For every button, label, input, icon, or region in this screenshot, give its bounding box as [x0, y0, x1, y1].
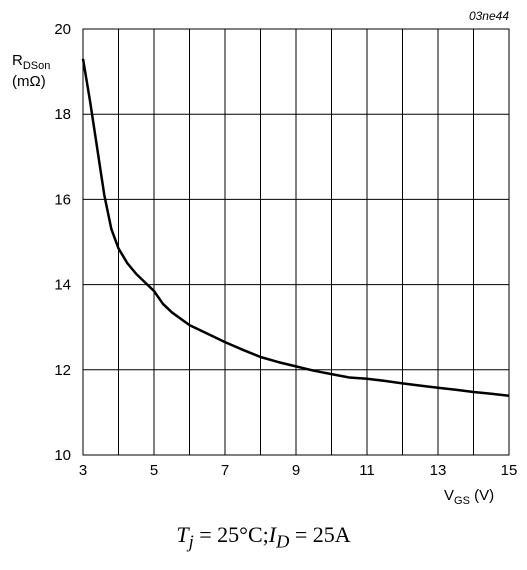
y-tick-label: 20 [54, 21, 71, 38]
tick-labels: 3 5 7 9 11 13 15 10 12 14 16 18 20 [54, 21, 517, 479]
x-tick-label: 15 [501, 462, 518, 479]
x-axis-label-main: V [444, 487, 454, 504]
y-axis-label: RDSon [12, 52, 50, 72]
y-axis-label-sub: DSon [23, 60, 51, 72]
tj-subscript: j [188, 531, 194, 552]
x-tick-label: 3 [79, 462, 87, 479]
tj-value: = 25°C; [193, 522, 269, 547]
x-tick-label: 11 [359, 462, 375, 479]
tj-variable: T [176, 522, 189, 547]
plot-frame [82, 28, 510, 456]
id-variable: I [268, 522, 277, 547]
y-tick-label: 14 [54, 277, 71, 294]
x-tick-label: 13 [430, 462, 447, 479]
y-tick-label: 10 [54, 447, 71, 464]
x-tick-label: 7 [221, 462, 229, 479]
id-subscript: D [276, 531, 290, 552]
x-tick-label: 9 [292, 462, 300, 479]
y-tick-label: 16 [54, 191, 71, 208]
test-conditions-caption: Tj = 25°C;ID = 25A [0, 522, 527, 552]
rdson-curve [81, 58, 510, 398]
y-axis-unit: (mΩ) [12, 73, 46, 90]
x-axis-label-unit: (V) [470, 487, 494, 504]
y-axis-label-main: R [12, 52, 23, 69]
x-axis-label-sub: GS [454, 495, 470, 507]
y-tick-label: 12 [54, 362, 71, 379]
id-value: = 25A [289, 522, 351, 547]
series-layer [81, 58, 510, 398]
x-tick-label: 5 [150, 462, 158, 479]
rdson-vs-vgs-chart: 3 5 7 9 11 13 15 10 12 14 16 18 20 03ne44 RDSon (mΩ)… [12, 9, 517, 507]
x-axis-label: VGS (V) [444, 487, 494, 507]
y-tick-label: 18 [54, 106, 71, 123]
grid-lines [83, 29, 509, 455]
figure-code: 03ne44 [469, 9, 509, 23]
